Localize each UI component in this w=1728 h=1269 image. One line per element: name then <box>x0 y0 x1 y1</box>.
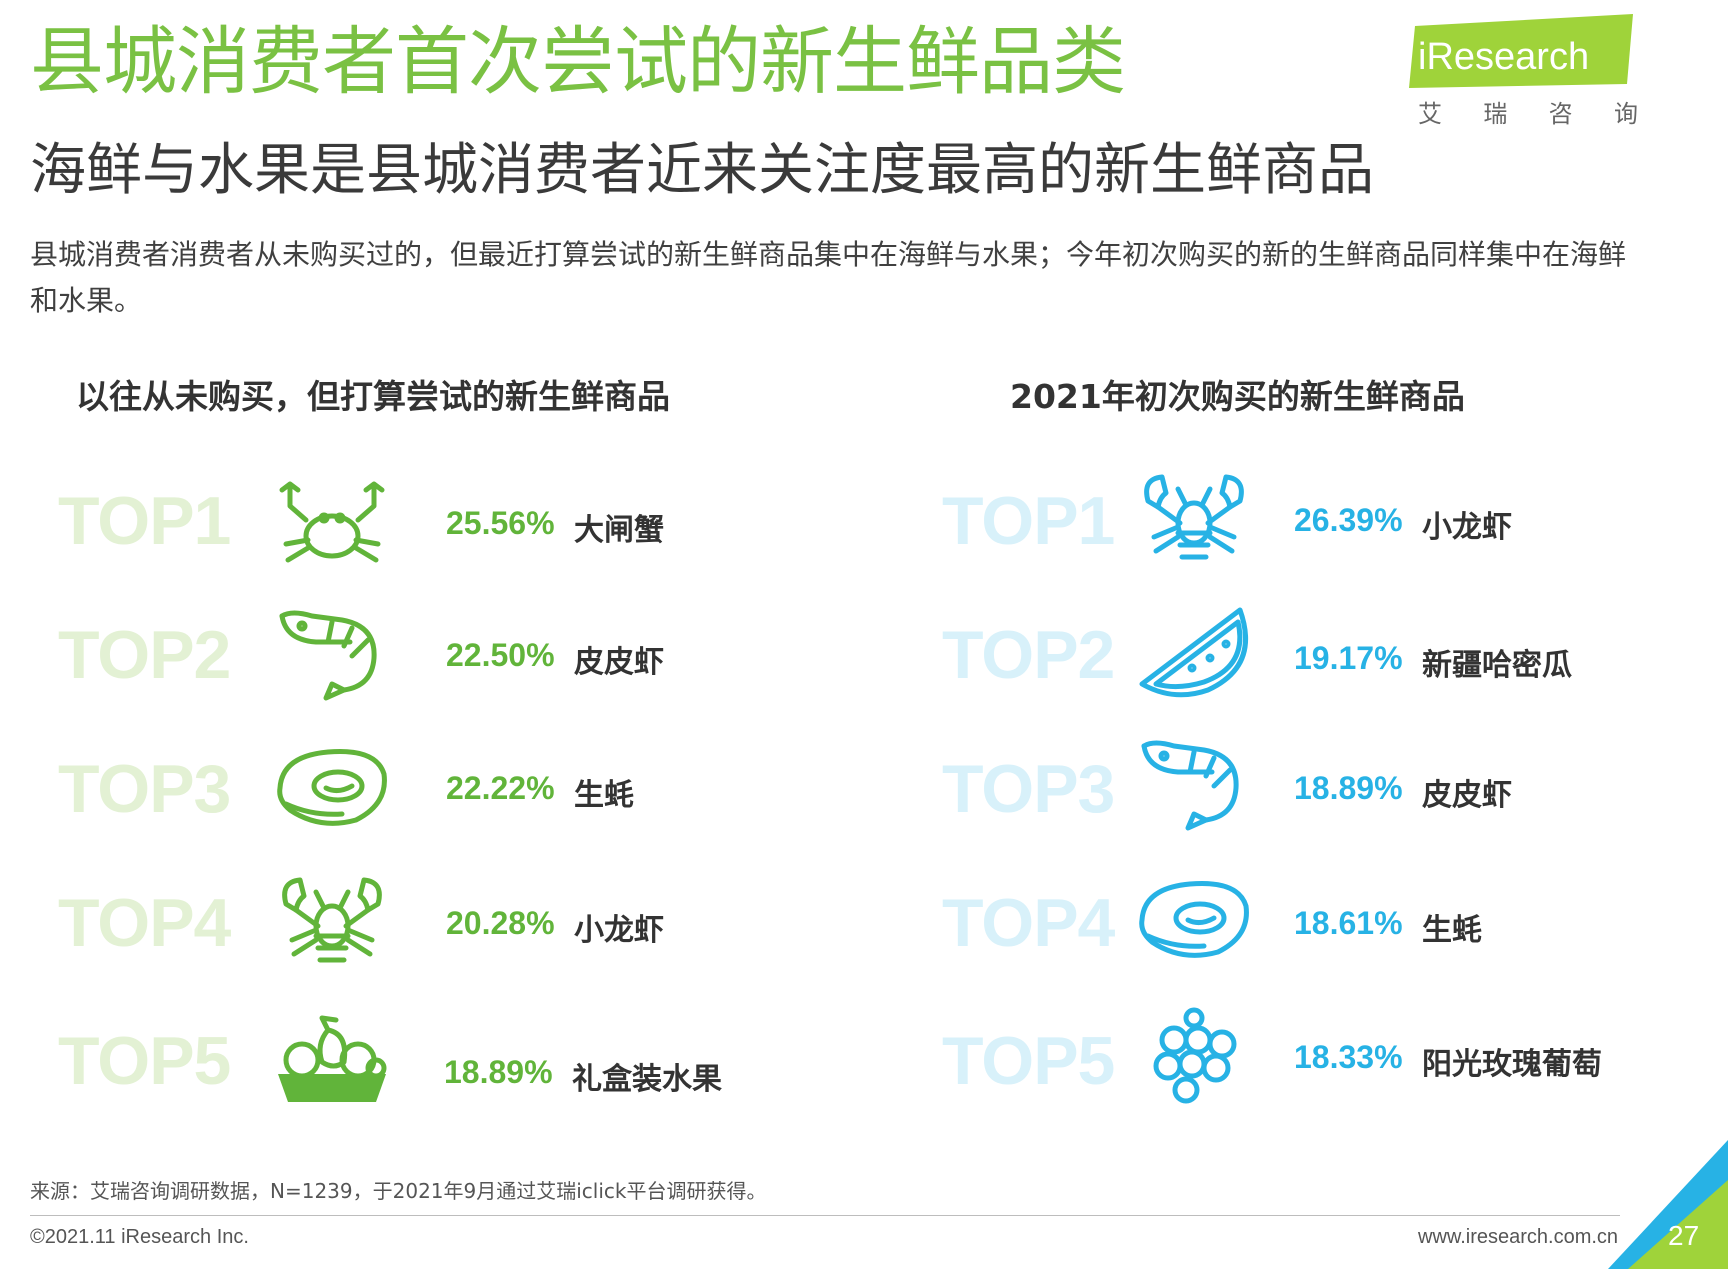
shrimp-icon <box>1141 740 1239 831</box>
product-name: 皮皮虾 <box>574 645 664 680</box>
melon-slice-icon <box>1139 607 1249 698</box>
oyster-icon <box>277 748 387 826</box>
product-name: 皮皮虾 <box>1422 778 1512 813</box>
left-column-title: 以往从未购买，但打算尝试的新生鲜商品 <box>76 377 670 416</box>
website-link[interactable]: www.iresearch.com.cn <box>1418 1226 1619 1248</box>
percent-value: 25.56% <box>446 505 555 541</box>
percent-value: 18.89% <box>444 1054 553 1090</box>
crayfish-icon <box>1144 474 1244 560</box>
rank-label: TOP5 <box>58 1023 231 1099</box>
percent-value: 18.61% <box>1294 905 1403 941</box>
rank-label: TOP5 <box>942 1023 1115 1099</box>
logo-cn-text: 艾 瑞 咨 询 <box>1418 94 1638 129</box>
rank-label: TOP4 <box>58 885 231 961</box>
percent-value: 22.22% <box>446 770 555 806</box>
logo-cn-char: 询 <box>1613 100 1638 128</box>
product-name: 大闸蟹 <box>574 513 664 548</box>
footer-divider <box>30 1215 1620 1216</box>
product-name: 生蚝 <box>1422 913 1482 948</box>
oyster-icon <box>1139 880 1249 958</box>
product-name: 阳光玫瑰葡萄 <box>1422 1047 1602 1082</box>
percent-value: 20.28% <box>446 905 555 941</box>
rank-label: TOP4 <box>942 885 1115 961</box>
percent-value: 18.89% <box>1294 770 1403 806</box>
source-note: 来源：艾瑞咨询调研数据，N=1239，于2021年9月通过艾瑞iclick平台调… <box>30 1179 767 1203</box>
page-title: 县城消费者首次尝试的新生鲜品类 <box>30 19 1126 105</box>
logo-cn-char: 艾 <box>1418 100 1442 128</box>
product-name: 礼盒装水果 <box>572 1062 722 1097</box>
rank-label: TOP1 <box>58 483 231 559</box>
percent-value: 22.50% <box>446 637 555 673</box>
corner-decoration <box>1608 1140 1728 1269</box>
percent-value: 19.17% <box>1294 640 1403 676</box>
copyright-text: ©2021.11 iResearch Inc. <box>30 1226 249 1248</box>
product-name: 小龙虾 <box>1422 510 1512 545</box>
percent-value: 26.39% <box>1294 502 1403 538</box>
percent-value: 18.33% <box>1294 1039 1403 1075</box>
iresearch-logo <box>1409 14 1633 88</box>
page-number: 27 <box>1668 1220 1700 1251</box>
product-name: 小龙虾 <box>574 913 664 948</box>
rank-label: TOP3 <box>942 751 1115 827</box>
rank-label: TOP2 <box>58 617 231 693</box>
logo-cn-char: 瑞 <box>1483 100 1508 128</box>
rank-label: TOP1 <box>942 483 1115 559</box>
product-name: 生蚝 <box>574 778 634 813</box>
logo-cn-char: 咨 <box>1548 100 1573 128</box>
crab-icon <box>279 481 385 563</box>
crayfish-icon <box>282 877 382 963</box>
page-subtitle: 海鲜与水果是县城消费者近来关注度最高的新生鲜商品 <box>30 138 1374 203</box>
rank-label: TOP2 <box>942 617 1115 693</box>
description-text: 县城消费者消费者从未购买过的，但最近打算尝试的新生鲜商品集中在海鲜与水果；今年初… <box>30 238 1627 317</box>
product-name: 新疆哈密瓜 <box>1422 648 1572 683</box>
shrimp-icon <box>279 610 377 701</box>
grapes-icon <box>1153 1007 1237 1104</box>
logo-wordmark: iResearch <box>1418 36 1590 78</box>
fruit-basket-icon <box>278 1015 387 1102</box>
right-column-title: 2021年初次购买的新生鲜商品 <box>1010 377 1465 416</box>
rank-label: TOP3 <box>58 751 231 827</box>
